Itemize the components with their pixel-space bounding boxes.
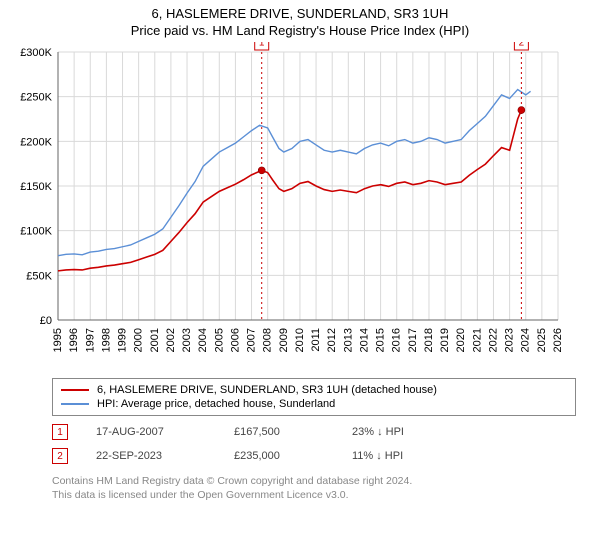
- legend-swatch: [61, 403, 89, 405]
- svg-text:1996: 1996: [68, 328, 80, 352]
- svg-text:2016: 2016: [391, 328, 403, 352]
- svg-text:2008: 2008: [262, 328, 274, 352]
- chart-subtitle: Price paid vs. HM Land Registry's House …: [0, 21, 600, 42]
- svg-text:2000: 2000: [133, 328, 145, 352]
- svg-text:1: 1: [259, 42, 265, 49]
- svg-text:2017: 2017: [407, 328, 419, 352]
- svg-text:£0: £0: [40, 315, 52, 327]
- svg-text:2012: 2012: [326, 328, 338, 352]
- svg-text:2010: 2010: [294, 328, 306, 352]
- legend: 6, HASLEMERE DRIVE, SUNDERLAND, SR3 1UH …: [52, 378, 576, 416]
- svg-text:£150K: £150K: [20, 181, 52, 193]
- legend-label: HPI: Average price, detached house, Sund…: [97, 398, 335, 410]
- svg-text:2018: 2018: [423, 328, 435, 352]
- svg-text:£200K: £200K: [20, 136, 52, 148]
- svg-text:2002: 2002: [165, 328, 177, 352]
- svg-text:2021: 2021: [471, 328, 483, 352]
- sale-marker: 1: [52, 424, 68, 440]
- svg-text:1999: 1999: [117, 328, 129, 352]
- svg-text:2011: 2011: [310, 328, 322, 352]
- footer-line: This data is licensed under the Open Gov…: [52, 488, 576, 502]
- sale-price: £235,000: [234, 450, 324, 462]
- chart-title: 6, HASLEMERE DRIVE, SUNDERLAND, SR3 1UH: [0, 0, 600, 21]
- sale-price: £167,500: [234, 426, 324, 438]
- svg-text:2022: 2022: [487, 328, 499, 352]
- svg-text:1998: 1998: [100, 328, 112, 352]
- svg-text:2019: 2019: [439, 328, 451, 352]
- svg-text:2014: 2014: [358, 328, 370, 352]
- svg-text:2026: 2026: [552, 328, 564, 352]
- svg-text:2013: 2013: [342, 328, 354, 352]
- sale-marker: 2: [52, 448, 68, 464]
- sale-date: 17-AUG-2007: [96, 426, 206, 438]
- svg-text:2006: 2006: [229, 328, 241, 352]
- svg-text:2: 2: [519, 42, 525, 49]
- legend-label: 6, HASLEMERE DRIVE, SUNDERLAND, SR3 1UH …: [97, 384, 437, 396]
- svg-text:2015: 2015: [375, 328, 387, 352]
- svg-text:2024: 2024: [520, 328, 532, 352]
- svg-text:2025: 2025: [536, 328, 548, 352]
- footer-line: Contains HM Land Registry data © Crown c…: [52, 474, 576, 488]
- legend-swatch: [61, 389, 89, 391]
- sale-delta: 23% ↓ HPI: [352, 426, 404, 438]
- svg-text:£50K: £50K: [26, 270, 52, 282]
- sales-table: 1 17-AUG-2007 £167,500 23% ↓ HPI 2 22-SEP-202…: [52, 420, 576, 468]
- legend-item: 6, HASLEMERE DRIVE, SUNDERLAND, SR3 1UH …: [61, 383, 567, 397]
- sale-row: 1 17-AUG-2007 £167,500 23% ↓ HPI: [52, 420, 576, 444]
- sale-row: 2 22-SEP-2023 £235,000 11% ↓ HPI: [52, 444, 576, 468]
- svg-text:£300K: £300K: [20, 47, 52, 59]
- price-chart: £0 £50K £100K £150K £200K £250K £300K 1995 1996 1…: [10, 42, 570, 372]
- svg-text:2020: 2020: [455, 328, 467, 352]
- sale-date: 22-SEP-2023: [96, 450, 206, 462]
- svg-text:1995: 1995: [52, 328, 64, 352]
- sale-delta: 11% ↓ HPI: [352, 450, 403, 462]
- svg-text:2001: 2001: [149, 328, 161, 352]
- svg-text:£250K: £250K: [20, 92, 52, 104]
- footer-attribution: Contains HM Land Registry data © Crown c…: [52, 474, 576, 502]
- svg-text:1997: 1997: [84, 328, 96, 352]
- svg-text:£100K: £100K: [20, 226, 52, 238]
- svg-text:2003: 2003: [181, 328, 193, 352]
- svg-text:2004: 2004: [197, 328, 209, 352]
- svg-text:2023: 2023: [504, 328, 516, 352]
- legend-item: HPI: Average price, detached house, Sund…: [61, 397, 567, 411]
- svg-text:2009: 2009: [278, 328, 290, 352]
- svg-text:2005: 2005: [213, 328, 225, 352]
- svg-text:2007: 2007: [246, 328, 258, 352]
